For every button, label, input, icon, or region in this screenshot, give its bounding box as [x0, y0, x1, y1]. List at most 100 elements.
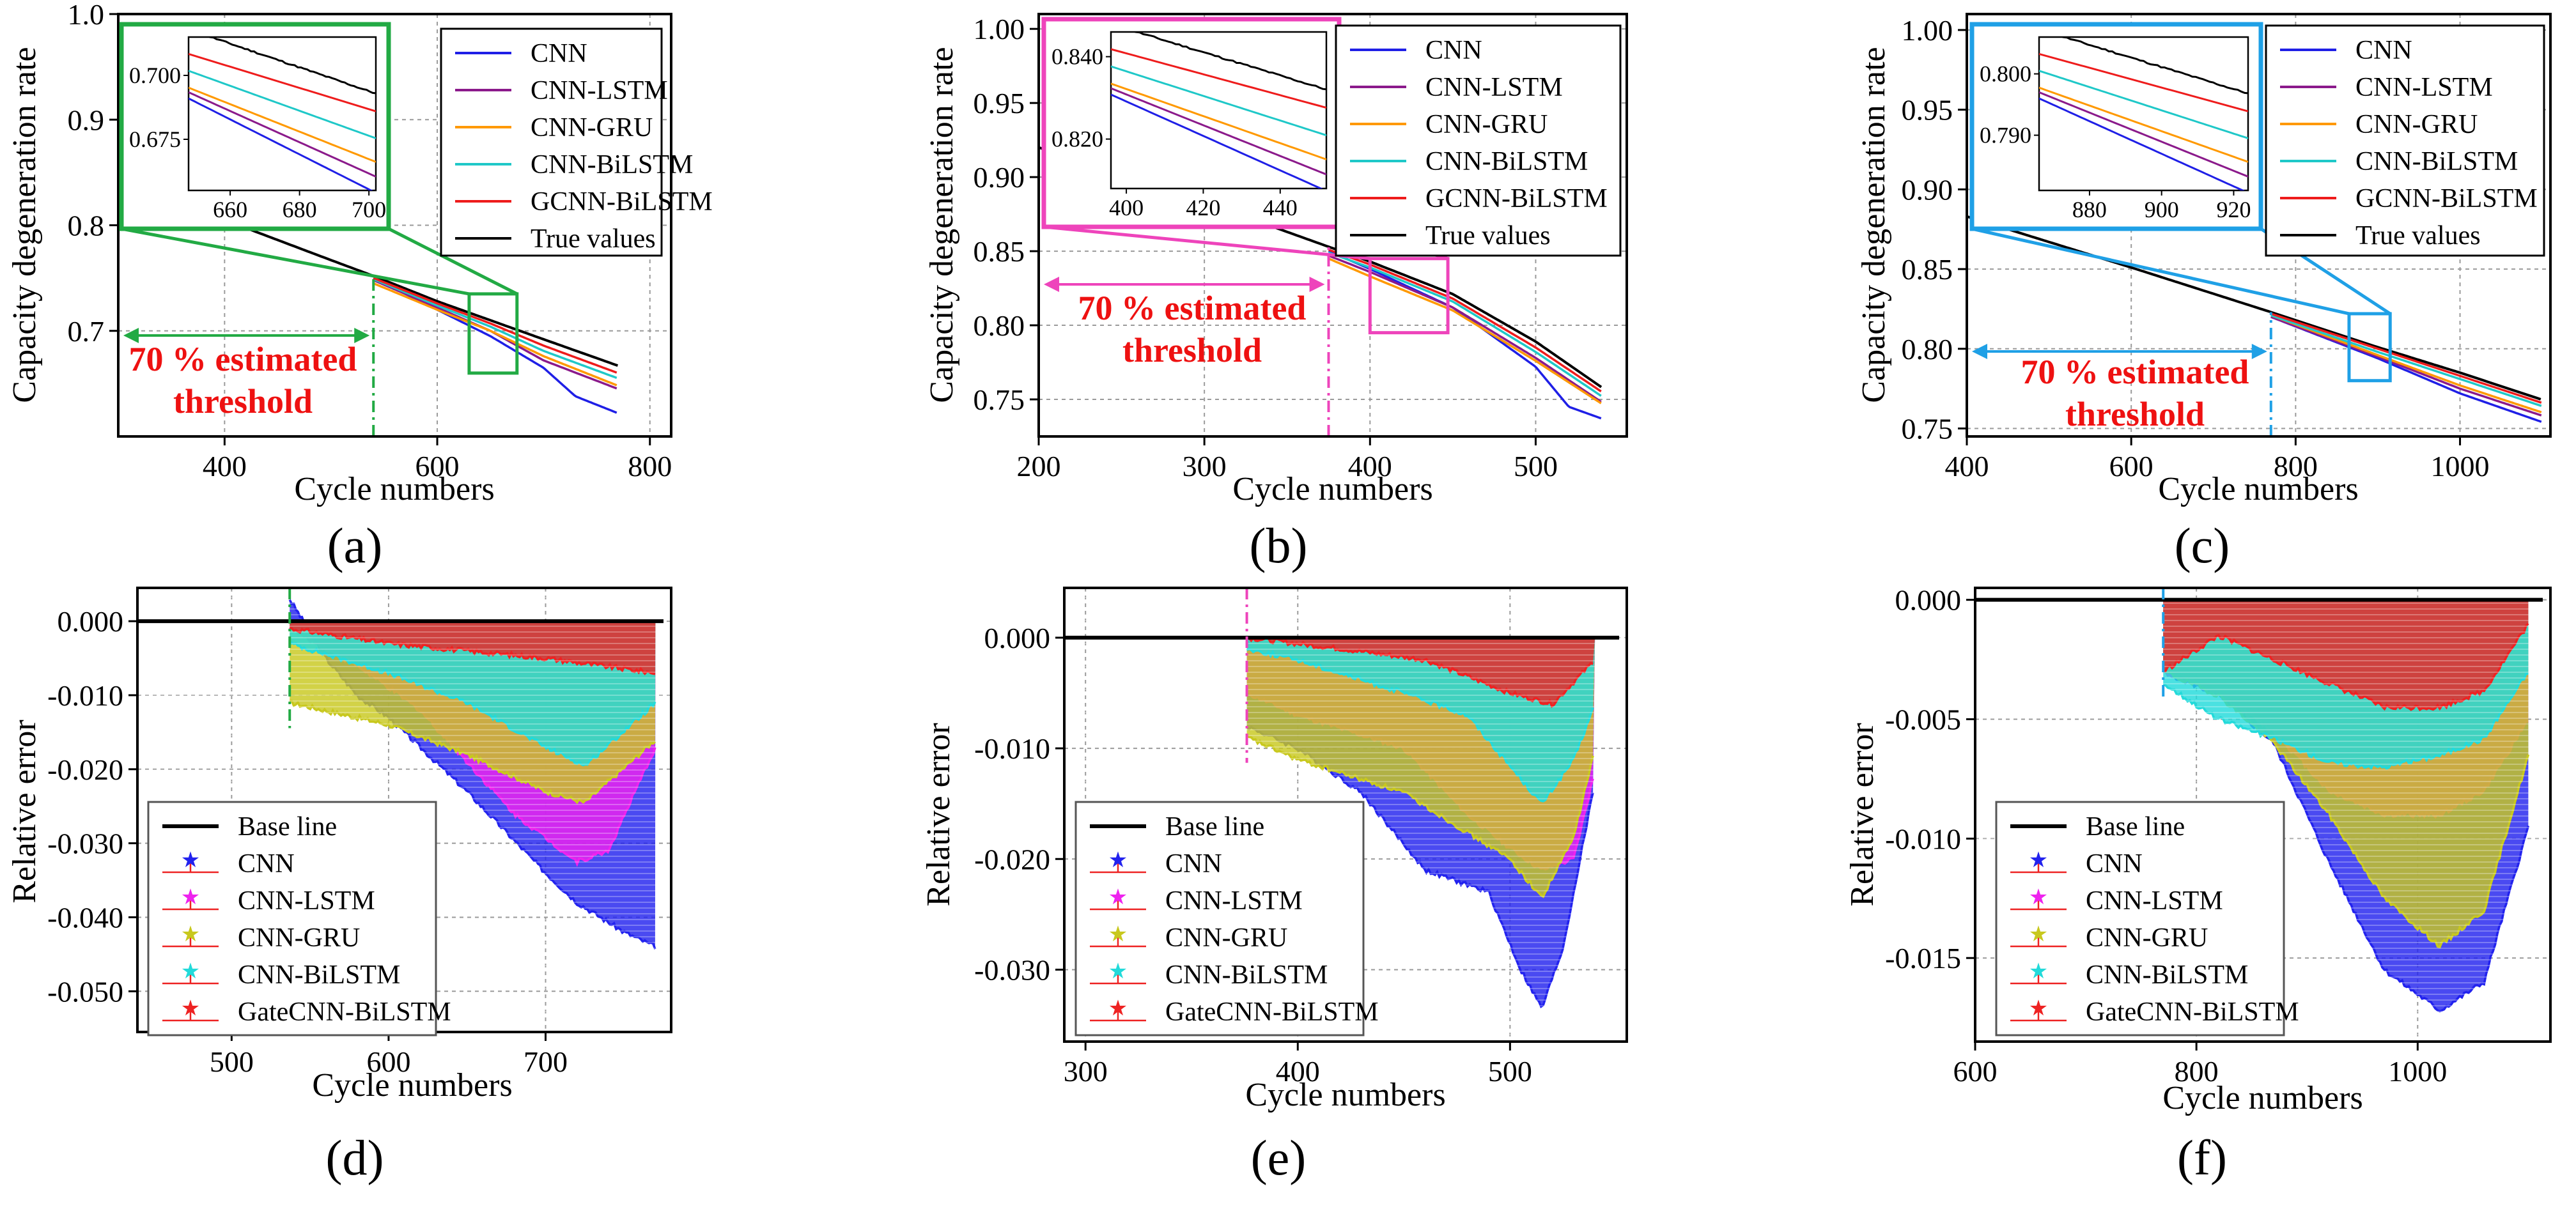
star-marker-icon: ★ [1108, 886, 1128, 909]
series-line-gcnn-bilstm [373, 277, 617, 374]
legend-label: True values [1425, 221, 1551, 250]
legend-label: CNN-LSTM [1425, 73, 1563, 102]
legend-label: CNN-GRU [531, 113, 653, 142]
zoom-connector [1043, 225, 1370, 261]
legend: Base line ★ CNN ★ CNN-LSTM ★ CNN-GRU ★ CNN-BiLST… [147, 801, 451, 1036]
legend-label: Base line [238, 812, 337, 842]
series-line-gcnn-bilstm [2270, 312, 2542, 404]
x-tick-label: 400 [1276, 1055, 1320, 1088]
legend-label: CNN-BiLSTM [531, 150, 693, 180]
legend: CNN CNN-LSTM CNN-GRU CNN-BiLSTM GCNN-BiLSTM T… [1335, 24, 1622, 257]
legend-label: CNN-GRU [238, 923, 360, 953]
plot-frame [1966, 13, 2552, 438]
legend-box [1995, 801, 2285, 1036]
x-tick-label: 600 [366, 1045, 410, 1078]
inset-line-cnn-gru [189, 86, 376, 163]
series-line-gcnn-bilstm [1328, 249, 1602, 392]
x-axis-label: Cycle numbers [1232, 471, 1432, 507]
threshold-text: 70 % estimated [129, 340, 357, 378]
legend-label: True values [531, 224, 656, 254]
series-line-cnn-gru [2270, 314, 2542, 413]
zoom-region-box [467, 292, 519, 375]
x-tick-label: 500 [1514, 450, 1558, 482]
legend-label: CNN-LSTM [1165, 886, 1303, 916]
error-chart-f: 600 800 1000 0.000 -0.005 -0.010 -0.015 Base li… [1844, 584, 2552, 1185]
error-line-cnn-bilstm [2162, 672, 2529, 771]
star-marker-icon: ★ [181, 923, 200, 946]
zoom-region-box [2347, 312, 2392, 383]
x-tick-label: 1000 [2388, 1055, 2447, 1088]
x-tick-label: 1000 [2431, 450, 2490, 482]
arrow-head-left-icon [1044, 277, 1059, 292]
legend: Base line ★ CNN ★ CNN-LSTM ★ CNN-GRU ★ CNN-BiLST… [1075, 801, 1379, 1036]
inset-x-tick-label: 880 [2072, 197, 2107, 222]
x-tick-label: 400 [1945, 450, 1989, 482]
star-marker-icon: ★ [1108, 997, 1128, 1020]
star-marker-icon: ★ [181, 960, 200, 983]
y-tick-label: -0.005 [1885, 704, 1961, 736]
legend-label: CNN-LSTM [238, 886, 375, 916]
y-tick-label: 0.9 [68, 104, 105, 136]
series-line-cnn-lstm [1328, 254, 1602, 403]
legend-label: CNN-GRU [2086, 923, 2208, 953]
inset-x-tick-label: 420 [1186, 195, 1220, 220]
x-axis-label: Cycle numbers [2162, 1080, 2363, 1116]
error-area-gatecnn-bilstm [2163, 599, 2529, 710]
inset-line-true-values [1131, 32, 1326, 91]
inset-x-tick-label: 920 [2216, 197, 2251, 222]
inset-line-cnn-bilstm [2039, 70, 2248, 139]
legend-label: CNN-BiLSTM [238, 960, 400, 990]
error-line-gatecnn-bilstm [2163, 622, 2529, 712]
legend: CNN CNN-LSTM CNN-GRU CNN-BiLSTM GCNN-BiLSTM T… [2265, 24, 2545, 257]
panel-label: (a) [327, 518, 383, 573]
capacity-chart-c: 400 600 800 1000 0.75 0.80 0.85 0.90 0.95 1.00 70 … [1856, 13, 2552, 573]
legend-label: CNN-GRU [1425, 110, 1548, 139]
star-marker-icon: ★ [2029, 849, 2048, 872]
y-tick-label: -0.030 [47, 828, 123, 860]
inset-lines [189, 37, 376, 190]
y-tick-label: -0.010 [47, 679, 123, 712]
y-tick-label: -0.020 [974, 843, 1050, 875]
threshold-text: threshold [2065, 395, 2205, 433]
series-line-cnn-gru [1328, 258, 1602, 404]
series-line-cnn-gru [373, 282, 617, 387]
legend-box [1335, 24, 1622, 257]
zoom-inset: 400 420 440 0.820 0.840 [1041, 17, 1342, 229]
inset-x-tick-label: 660 [213, 197, 247, 222]
x-tick-label: 300 [1064, 1055, 1108, 1088]
y-tick-label: 1.00 [974, 13, 1025, 45]
inset-line-cnn [2039, 97, 2246, 190]
legend-label: Base line [2086, 812, 2185, 842]
plot-frame [1063, 587, 1628, 1043]
inset-lines [2039, 37, 2248, 190]
y-tick-label: -0.015 [1885, 942, 1961, 974]
error-line-cnn-bilstm [288, 641, 656, 767]
y-tick-label: -0.010 [974, 732, 1050, 765]
inset-x-tick-label: 680 [283, 197, 317, 222]
panel-label: (f) [2177, 1130, 2227, 1185]
x-tick-label: 200 [1017, 450, 1061, 482]
inset-line-cnn-lstm [1111, 87, 1326, 176]
legend-label: CNN-BiLSTM [2355, 147, 2518, 176]
y-tick-label: -0.040 [47, 901, 123, 934]
legend-label: GCNN-BiLSTM [1425, 184, 1608, 213]
inset-y-tick-label: 0.820 [1051, 127, 1103, 152]
y-axis-label: Capacity degeneration rate [6, 47, 43, 403]
legend-label: True values [2355, 221, 2481, 250]
error-line-gatecnn-bilstm [1246, 636, 1594, 709]
x-tick-label: 600 [415, 450, 460, 482]
error-line-gatecnn-bilstm [289, 627, 656, 675]
legend-box [147, 801, 437, 1036]
zoom-inset: 660 680 700 0.675 0.700 [119, 22, 391, 231]
capacity-chart-a: 400 600 800 0.7 0.8 0.9 1.0 70 % estimated thres… [6, 0, 713, 573]
x-axis-label: Cycle numbers [294, 471, 494, 507]
y-tick-label: 1.0 [68, 0, 105, 31]
y-tick-label: 0.85 [974, 235, 1025, 268]
panel-label: (e) [1251, 1130, 1307, 1185]
inset-y-tick-label: 0.790 [1980, 123, 2031, 148]
y-axis-label: Relative error [6, 720, 43, 903]
y-tick-label: 0.8 [68, 210, 105, 242]
zoom-connector [121, 227, 470, 296]
star-marker-icon: ★ [2029, 923, 2048, 946]
